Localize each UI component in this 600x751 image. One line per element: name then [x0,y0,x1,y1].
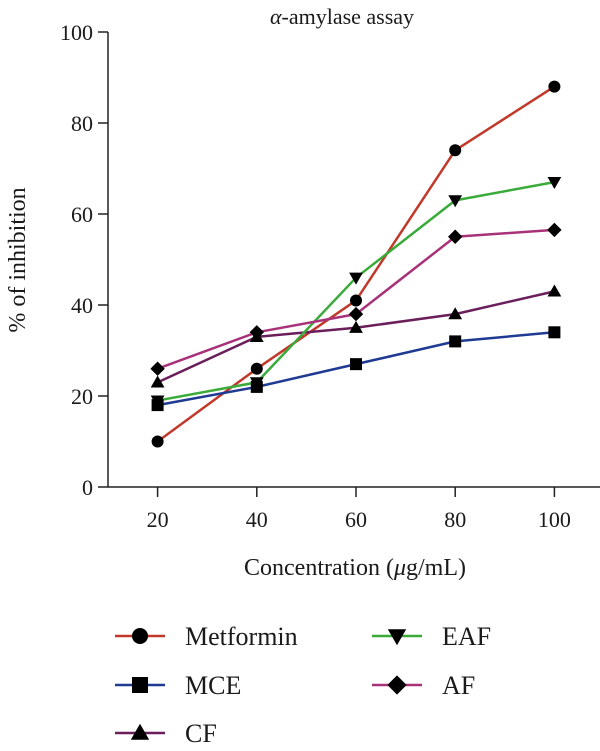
series-line [156,85,556,443]
x-axis-label-mu: μ [393,555,406,581]
data-point [150,375,165,388]
data-point [250,362,263,375]
data-point [547,177,562,190]
chart-title-prefix: α [270,4,282,29]
data-point [448,195,463,208]
y-tick-label: 60 [71,202,93,227]
legend-marker [132,677,148,693]
data-point [448,307,463,320]
data-point [249,377,264,390]
data-point [547,284,562,297]
data-point [350,358,362,371]
data-point [350,294,362,307]
legend-item: MCE [115,671,241,700]
legend-marker [132,628,148,644]
data-point [449,335,462,348]
legend-marker [387,675,407,695]
data-point [547,222,562,238]
x-tick-label: 100 [538,507,571,532]
x-tick-label: 80 [444,507,466,532]
legend-label: EAF [442,622,491,651]
y-axis-label: % of inhibition [5,187,31,332]
x-axis-label-prefix: Concentration ( [244,555,394,581]
y-tick-label: 80 [71,111,93,136]
chart-title-suffix: -amylase assay [282,4,415,29]
data-point [448,229,463,244]
data-point [548,326,561,339]
legend-label: AF [442,671,475,700]
legend-label: Metformin [185,622,298,651]
legend-item: EAF [372,622,491,651]
data-point [349,320,363,333]
x-axis-label-suffix: g/mL) [406,555,466,581]
legend-label: CF [185,719,217,748]
data-point [349,272,363,285]
data-point [449,144,462,157]
legend-item: AF [372,671,475,700]
data-point [348,306,364,322]
y-tick-label: 0 [82,475,93,500]
chart-title: α-amylase assay [270,4,414,29]
legend-marker [130,723,150,740]
y-tick-label: 100 [60,20,93,45]
y-tick-label: 40 [71,293,93,318]
x-tick-label: 20 [147,507,169,532]
data-point [150,395,165,408]
legend-marker [387,629,407,646]
legend-item: Metformin [115,622,298,651]
data-point [150,361,165,376]
legend-item: CF [115,719,217,748]
data-point [249,325,264,340]
data-point [548,80,561,93]
x-tick-label: 60 [345,507,367,532]
y-tick-label: 20 [71,384,93,409]
data-point [151,435,164,448]
x-tick-label: 40 [246,507,268,532]
legend-label: MCE [185,671,241,700]
x-axis-label: Concentration (μg/mL) [244,555,466,581]
